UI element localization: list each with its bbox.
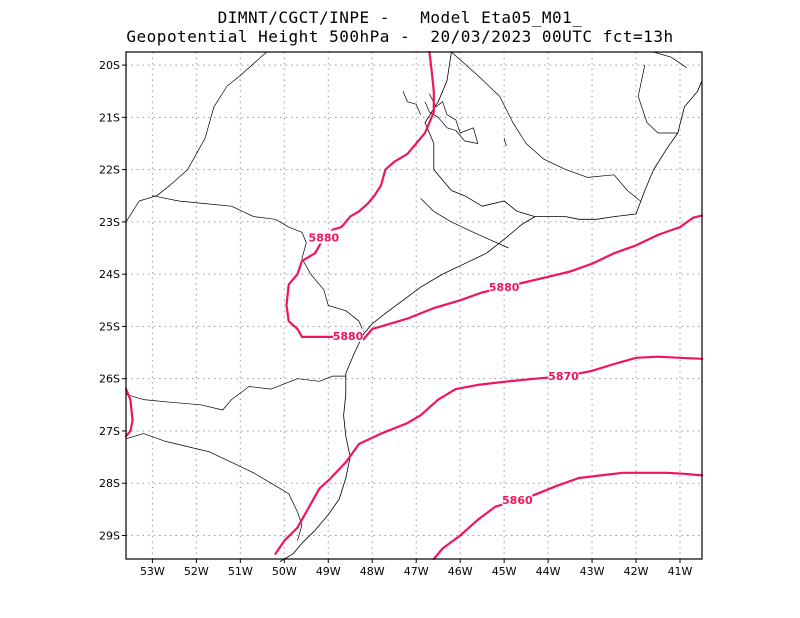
coastline-north (424, 51, 703, 220)
x-tick-label: 42W (624, 565, 649, 578)
state-border (637, 65, 678, 134)
state-border (125, 375, 346, 411)
geography-lines (125, 51, 703, 562)
state-border (152, 195, 364, 332)
y-tick-label: 27S (99, 425, 120, 438)
y-tick-label: 23S (99, 216, 120, 229)
x-tick-label: 47W (404, 565, 429, 578)
x-tick-label: 51W (228, 565, 253, 578)
y-tick-label: 28S (99, 477, 120, 490)
contour-label-bg (548, 369, 579, 383)
contour-5870 (274, 355, 704, 555)
contour-label-bg (489, 280, 520, 294)
contour-5880 (124, 388, 134, 438)
contour-label: 5880 (333, 330, 364, 343)
y-tick-label: 21S (99, 111, 120, 124)
inland-water (424, 93, 479, 144)
coastline-south (279, 216, 536, 562)
x-tick-label: 48W (360, 565, 385, 578)
contour-label: 5880 (309, 232, 340, 245)
x-tick-label: 50W (272, 565, 297, 578)
state-border (653, 51, 687, 68)
state-border (125, 433, 303, 541)
axis-ticks: 53W 52W 51W 50W 49W 48W 47W 46W 45W 44W 43W 42W 41W 2… (99, 59, 693, 578)
x-tick-label: 52W (184, 565, 209, 578)
x-tick-label: 43W (580, 565, 605, 578)
contour-label-bg (333, 328, 364, 342)
y-tick-label: 20S (99, 59, 120, 72)
y-tick-label: 25S (99, 320, 120, 333)
contour-label-bg (308, 230, 339, 244)
contour-label: 5870 (548, 370, 579, 383)
y-tick-label: 26S (99, 373, 120, 386)
contour-label: 5860 (502, 494, 533, 507)
plot-frame (125, 51, 703, 560)
contour-label-bg (502, 492, 533, 506)
contour-lines (124, 50, 704, 561)
contour-5860 (432, 471, 704, 561)
contour-labels: 5880 5880 5880 5870 5860 (308, 230, 579, 507)
y-tick-label: 24S (99, 268, 120, 281)
x-tick-label: 53W (140, 565, 165, 578)
x-tick-label: 46W (448, 565, 473, 578)
contour-label: 5880 (489, 281, 520, 294)
state-border (420, 198, 509, 249)
x-tick-label: 49W (316, 565, 341, 578)
inland-water (503, 138, 507, 147)
y-tick-label: 29S (99, 529, 120, 542)
x-tick-label: 44W (536, 565, 561, 578)
x-tick-label: 41W (668, 565, 693, 578)
inland-water (402, 91, 421, 115)
chart-title-line-2: Geopotential Height 500hPa - 20/03/2023 … (126, 27, 674, 46)
chart-title-line-1: DIMNT/CGCT/INPE - Model Eta05_M01_ (217, 8, 583, 27)
state-border (451, 51, 641, 202)
grid-lines (126, 52, 702, 559)
y-tick-label: 22S (99, 164, 120, 177)
contour-5880 (285, 50, 704, 341)
state-border (125, 51, 267, 223)
x-tick-label: 45W (492, 565, 517, 578)
